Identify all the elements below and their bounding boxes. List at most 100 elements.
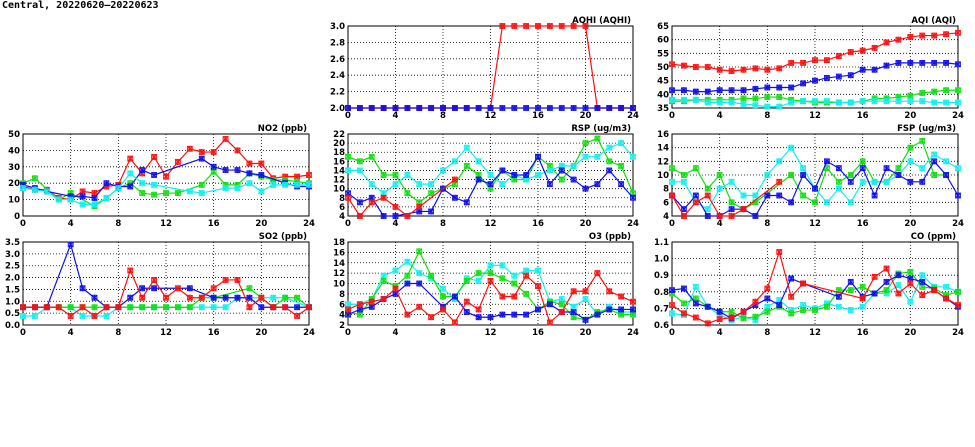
point-star <box>222 294 229 301</box>
point-star <box>186 188 193 195</box>
point-star <box>764 308 771 315</box>
data-point-red <box>163 294 169 301</box>
data-point-red <box>955 29 961 36</box>
data-point-green <box>740 315 747 322</box>
y-tick-label: 2.6 <box>330 55 345 65</box>
data-point-cyan <box>847 199 854 206</box>
data-point-cyan <box>222 304 229 311</box>
point-star <box>222 304 229 311</box>
data-point-red <box>764 285 771 292</box>
point-star <box>919 32 926 39</box>
point-star <box>740 206 747 213</box>
data-point-cyan <box>392 267 399 274</box>
point-star <box>847 99 854 106</box>
data-point-blue <box>859 66 866 73</box>
data-point-green <box>139 304 146 311</box>
data-point-green <box>523 290 530 297</box>
data-point-red <box>139 294 146 301</box>
data-point-red <box>907 280 914 287</box>
data-point-blue <box>692 300 699 307</box>
x-tick-label: 20 <box>904 111 916 121</box>
data-point-red <box>210 285 217 292</box>
point-star <box>20 304 26 311</box>
point-star <box>139 167 146 174</box>
point-star <box>392 213 399 219</box>
point-star <box>547 23 553 29</box>
data-point-green <box>32 175 38 182</box>
data-point-blue <box>895 172 902 178</box>
point-star <box>800 165 806 172</box>
point-star <box>558 309 565 316</box>
data-point-blue <box>943 172 949 178</box>
point-star <box>186 304 193 311</box>
data-point-blue <box>511 311 518 318</box>
y-tick-label: 12 <box>333 269 345 279</box>
point-star <box>416 303 423 310</box>
point-star <box>357 105 363 111</box>
chart-no2: 0 10 20 30 40 50 0 4 8 12 16 20 24 NO2 (ppb) <box>8 124 315 229</box>
point-star <box>558 176 565 183</box>
point-star <box>824 158 830 165</box>
point-star <box>618 181 624 188</box>
data-point-blue <box>558 167 565 174</box>
data-point-blue <box>764 295 771 302</box>
data-point-red <box>451 319 458 326</box>
chart-so2: 0.0 0.5 1.0 1.52.0 2.5 3.0 3.5 0 4 8 12 16 20 24 SO2 (… <box>5 232 315 338</box>
data-point-blue <box>356 105 363 111</box>
point-star <box>606 288 613 295</box>
point-star <box>416 105 423 111</box>
point-star <box>740 100 747 107</box>
data-point-cyan <box>91 201 98 208</box>
data-point-red <box>246 160 253 167</box>
series-line-blue <box>347 155 634 217</box>
data-point-green <box>463 277 470 284</box>
point-star <box>570 23 577 29</box>
data-point-blue <box>428 105 435 111</box>
data-point-red <box>788 59 795 66</box>
y-tick-label: 8 <box>339 290 345 300</box>
y-tick-label: 10 <box>8 196 20 206</box>
point-star <box>716 87 723 94</box>
data-point-blue <box>499 167 506 174</box>
data-point-blue <box>463 105 470 111</box>
data-point-blue <box>800 80 806 87</box>
x-tick-label: 8 <box>440 219 446 229</box>
y-tick-label: 4 <box>339 212 345 222</box>
point-star <box>392 172 399 178</box>
point-star <box>440 306 446 313</box>
data-point-cyan <box>669 96 675 103</box>
point-star <box>570 303 577 310</box>
data-point-green <box>943 87 949 94</box>
point-star <box>955 29 961 36</box>
point-star <box>883 278 890 285</box>
x-tick-label: 0 <box>345 111 351 121</box>
point-star <box>740 192 747 199</box>
point-star <box>357 311 363 318</box>
data-point-blue <box>535 153 541 160</box>
data-point-green <box>175 304 181 311</box>
point-star <box>871 192 878 199</box>
data-point-blue <box>546 301 553 308</box>
data-point-blue <box>451 105 458 111</box>
point-star <box>692 165 699 172</box>
data-point-cyan <box>812 98 818 105</box>
point-star <box>669 302 675 309</box>
data-point-red <box>883 39 890 46</box>
point-star <box>523 311 529 318</box>
data-point-red <box>43 304 50 311</box>
data-point-blue <box>692 88 699 95</box>
point-star <box>357 301 363 308</box>
data-point-green <box>606 158 613 165</box>
data-point-blue <box>955 61 961 68</box>
data-point-cyan <box>306 181 312 188</box>
point-star <box>582 140 589 147</box>
data-point-green <box>800 307 806 314</box>
point-star <box>392 203 399 210</box>
point-star <box>764 192 771 199</box>
point-star <box>404 272 411 279</box>
point-star <box>151 285 157 292</box>
data-point-cyan <box>511 272 518 279</box>
data-point-red <box>692 199 699 206</box>
point-star <box>835 303 842 310</box>
point-star <box>847 307 854 314</box>
